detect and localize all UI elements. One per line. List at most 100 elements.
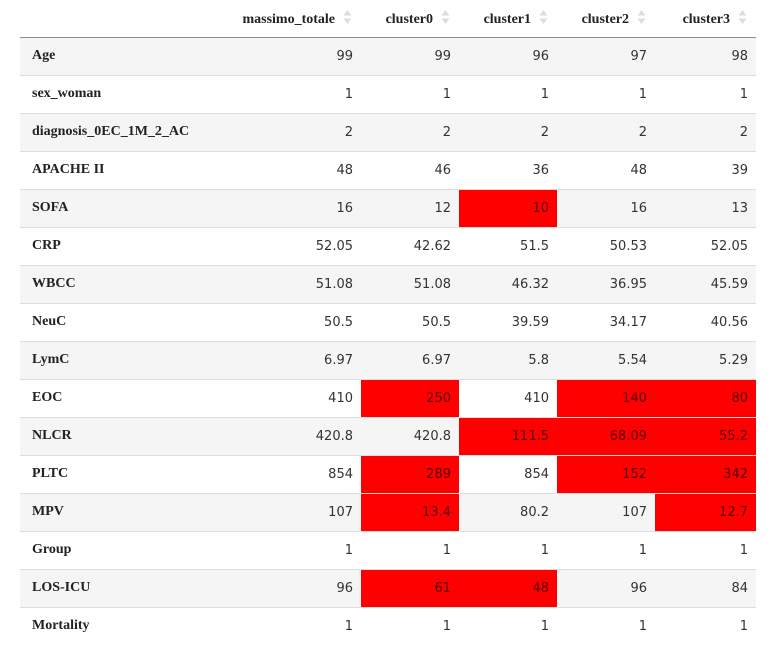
- table-cell: 2: [459, 112, 557, 151]
- table-cell: 50.53: [557, 226, 655, 265]
- table-cell: 96: [459, 37, 557, 75]
- table-cell: 96: [212, 568, 361, 607]
- table-row: WBCC 51.08 51.08 46.32 36.95 45.59: [20, 264, 756, 303]
- table-body: Age 99 99 96 97 98 sex_woman 1 1 1 1 1 diagnosis_0EC…: [20, 37, 756, 645]
- column-header-cluster1[interactable]: cluster1: [459, 0, 557, 38]
- column-header-cluster3[interactable]: cluster3: [655, 0, 756, 38]
- table-cell: 140: [557, 378, 655, 417]
- row-label: LymC: [20, 340, 212, 379]
- table-cell: 46: [361, 150, 459, 189]
- column-header-cluster2[interactable]: cluster2: [557, 0, 655, 38]
- table-cell: 13: [655, 188, 756, 227]
- table-row: LOS-ICU 96 61 48 96 84: [20, 568, 756, 607]
- row-label: CRP: [20, 226, 212, 265]
- table-cell: 2: [655, 112, 756, 151]
- row-label: Group: [20, 530, 212, 569]
- table-cell: 50.5: [212, 302, 361, 341]
- table-cell: 99: [212, 37, 361, 75]
- row-label: NeuC: [20, 302, 212, 341]
- table-cell: 5.8: [459, 340, 557, 379]
- column-header-label: cluster0: [385, 11, 433, 27]
- table-cell: 1: [557, 74, 655, 113]
- table-cell: 1: [655, 530, 756, 569]
- table-row: Mortality 1 1 1 1 1: [20, 606, 756, 645]
- column-header-label: cluster1: [483, 11, 531, 27]
- sort-icon: [539, 9, 548, 24]
- table-row: SOFA 16 12 10 16 13: [20, 188, 756, 227]
- table-cell: 1: [459, 530, 557, 569]
- table-cell: 5.29: [655, 340, 756, 379]
- sort-icon: [637, 9, 646, 24]
- row-label: Age: [20, 37, 212, 75]
- table-cell: 1: [655, 606, 756, 645]
- table-cell: 1: [655, 74, 756, 113]
- table-cell: 39: [655, 150, 756, 189]
- sort-icon: [738, 9, 747, 24]
- table-cell: 152: [557, 454, 655, 493]
- data-table: massimo_totale cluster0 cluster1 cluster…: [20, 0, 756, 645]
- table-cell: 250: [361, 378, 459, 417]
- row-label: NLCR: [20, 416, 212, 455]
- table-cell: 5.54: [557, 340, 655, 379]
- table-cell: 10: [459, 188, 557, 227]
- table-cell: 420.8: [361, 416, 459, 455]
- table-row: Group 1 1 1 1 1: [20, 530, 756, 569]
- row-label: diagnosis_0EC_1M_2_AC: [20, 112, 212, 151]
- table-cell: 16: [212, 188, 361, 227]
- table-cell: 6.97: [361, 340, 459, 379]
- table-cell: 410: [212, 378, 361, 417]
- table-cell: 1: [361, 530, 459, 569]
- table-cell: 16: [557, 188, 655, 227]
- table-cell: 2: [212, 112, 361, 151]
- table-cell: 1: [212, 74, 361, 113]
- table-cell: 2: [557, 112, 655, 151]
- table-cell: 50.5: [361, 302, 459, 341]
- table-row: CRP 52.05 42.62 51.5 50.53 52.05: [20, 226, 756, 265]
- table-cell: 2: [361, 112, 459, 151]
- table-row: diagnosis_0EC_1M_2_AC 2 2 2 2 2: [20, 112, 756, 151]
- table-cell: 36.95: [557, 264, 655, 303]
- table-cell: 51.5: [459, 226, 557, 265]
- table-cell: 84: [655, 568, 756, 607]
- sort-icon: [441, 9, 450, 24]
- table-cell: 42.62: [361, 226, 459, 265]
- table-row: Age 99 99 96 97 98: [20, 37, 756, 75]
- table-row: NeuC 50.5 50.5 39.59 34.17 40.56: [20, 302, 756, 341]
- table-cell: 98: [655, 37, 756, 75]
- table-cell: 48: [212, 150, 361, 189]
- row-header-column: [20, 0, 212, 38]
- row-label: LOS-ICU: [20, 568, 212, 607]
- table-cell: 48: [459, 568, 557, 607]
- table-cell: 51.08: [361, 264, 459, 303]
- row-label: APACHE II: [20, 150, 212, 189]
- table-cell: 410: [459, 378, 557, 417]
- column-header-cluster0[interactable]: cluster0: [361, 0, 459, 38]
- column-header-label: cluster3: [682, 11, 730, 27]
- table-cell: 111.5: [459, 416, 557, 455]
- table-cell: 39.59: [459, 302, 557, 341]
- table-cell: 107: [212, 492, 361, 531]
- table-cell: 342: [655, 454, 756, 493]
- row-label: PLTC: [20, 454, 212, 493]
- table-cell: 420.8: [212, 416, 361, 455]
- row-label: Mortality: [20, 606, 212, 645]
- table-cell: 107: [557, 492, 655, 531]
- table-row: sex_woman 1 1 1 1 1: [20, 74, 756, 113]
- row-label: MPV: [20, 492, 212, 531]
- table-cell: 854: [459, 454, 557, 493]
- table-cell: 45.59: [655, 264, 756, 303]
- column-header-label: cluster2: [581, 11, 629, 27]
- table-cell: 40.56: [655, 302, 756, 341]
- table-cell: 52.05: [212, 226, 361, 265]
- table-cell: 1: [212, 530, 361, 569]
- table-cell: 1: [557, 530, 655, 569]
- table-cell: 99: [361, 37, 459, 75]
- table-cell: 48: [557, 150, 655, 189]
- column-header-massimo-totale[interactable]: massimo_totale: [212, 0, 361, 38]
- table-cell: 1: [459, 606, 557, 645]
- table-cell: 34.17: [557, 302, 655, 341]
- table-row: NLCR 420.8 420.8 111.5 68.09 55.2: [20, 416, 756, 455]
- row-label: SOFA: [20, 188, 212, 227]
- column-header-label: massimo_totale: [242, 11, 335, 27]
- table-cell: 80: [655, 378, 756, 417]
